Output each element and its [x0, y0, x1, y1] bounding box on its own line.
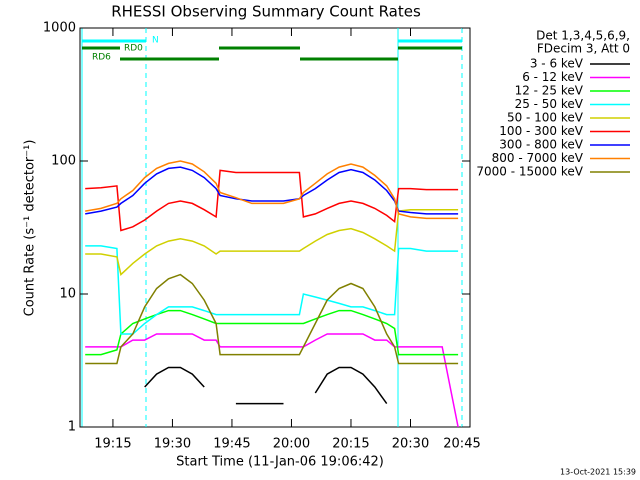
- legend-label: 12 - 25 keV: [515, 84, 584, 98]
- x-tick-label: 20:00: [273, 437, 310, 452]
- footer-date: 13-Oct-2021 15:39: [560, 468, 636, 477]
- series-line: [144, 366, 388, 405]
- legend-header: Det 1,3,4,5,6,9,: [536, 29, 630, 43]
- annotation: RD6: [92, 53, 111, 63]
- legend-header: FDecim 3, Att 0: [537, 42, 630, 56]
- series-line: [85, 208, 459, 277]
- series-line: [85, 166, 459, 215]
- x-tick-label: 20:30: [392, 437, 429, 452]
- annotation: N: [152, 36, 159, 46]
- legend-label: 3 - 6 keV: [530, 57, 584, 71]
- y-axis-label: Count Rate (s⁻¹ detector⁻¹): [23, 140, 38, 317]
- legend-label: 100 - 300 keV: [499, 124, 583, 138]
- series-line: [85, 309, 459, 356]
- x-tick-label: 19:30: [154, 437, 191, 452]
- plot-frame: [79, 27, 471, 428]
- legend-label: 25 - 50 keV: [515, 97, 584, 111]
- series-line: [85, 245, 459, 335]
- y-tick-label: 1: [68, 420, 76, 435]
- series-line: [85, 169, 459, 232]
- legend-label: 300 - 800 keV: [499, 138, 583, 152]
- legend-label: 800 - 7000 keV: [492, 151, 584, 165]
- x-tick-label: 19:45: [213, 437, 250, 452]
- x-tick-label: 20:15: [332, 437, 369, 452]
- x-tick-label: 19:15: [94, 437, 131, 452]
- chart-title: RHESSI Observing Summary Count Rates: [111, 3, 421, 21]
- y-tick-label: 10: [59, 287, 76, 302]
- y-tick-label: 100: [51, 154, 76, 169]
- x-axis-label: Start Time (11-Jan-06 19:06:42): [176, 455, 384, 470]
- series-line: [85, 160, 459, 220]
- legend-label: 50 - 100 keV: [507, 111, 584, 125]
- y-tick-label: 1000: [43, 21, 76, 36]
- annotation: RD0: [124, 44, 143, 54]
- legend-label: 6 - 12 keV: [522, 70, 584, 84]
- series-line: [85, 333, 459, 428]
- x-tick-label: 20:45: [443, 437, 480, 452]
- series-line: [85, 273, 459, 365]
- legend-label: 7000 - 15000 keV: [476, 165, 583, 179]
